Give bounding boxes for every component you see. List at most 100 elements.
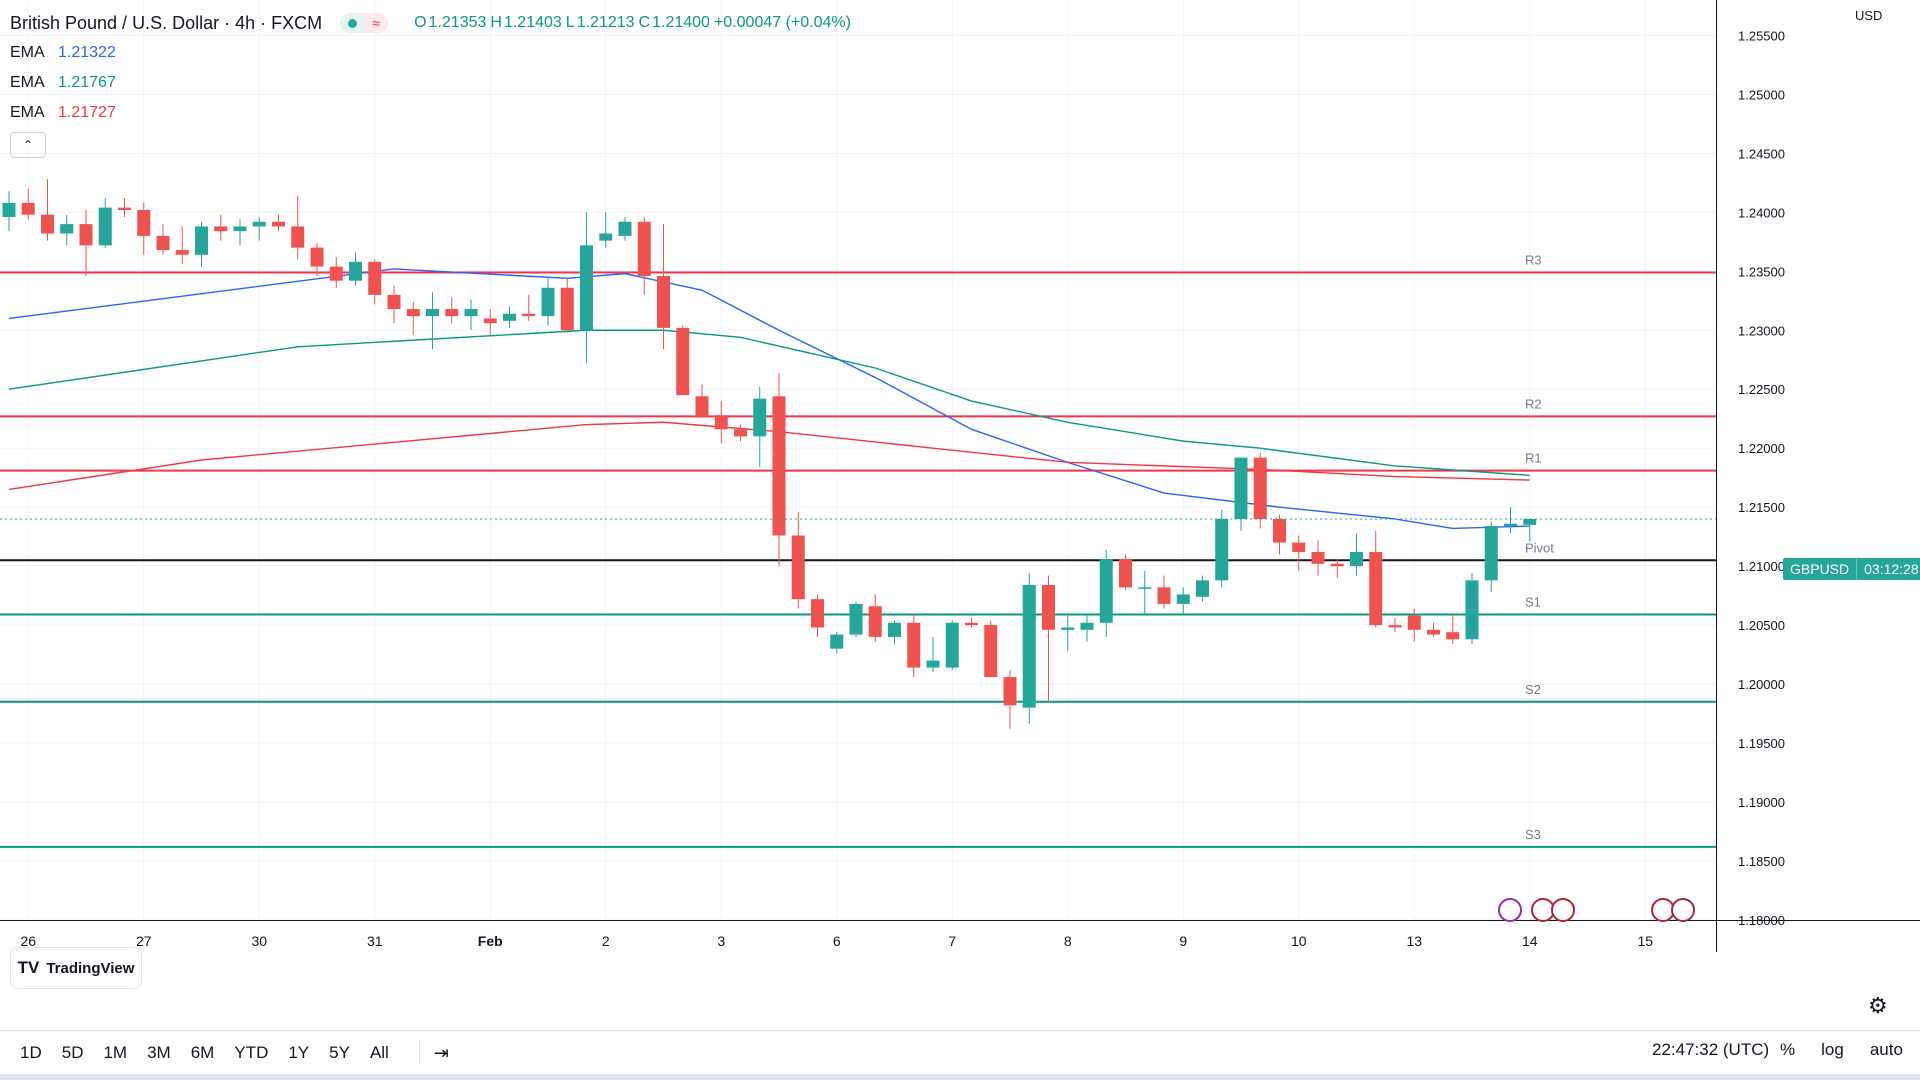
ema-label: EMA: [10, 44, 45, 61]
candle-body: [175, 250, 189, 255]
candle-body: [830, 634, 844, 649]
time-tick-label: 7: [948, 933, 956, 949]
candle-body: [714, 415, 728, 430]
range-all-button[interactable]: All: [369, 1043, 389, 1062]
candle-body: [1311, 552, 1325, 564]
ohlc-open: O 1.21353: [414, 14, 487, 31]
level-label-r3: R3: [1525, 252, 1542, 267]
range-5d-button[interactable]: 5D: [61, 1043, 84, 1062]
wave-icon[interactable]: ≈: [364, 13, 389, 33]
event-lightning-icon: [1498, 898, 1522, 922]
candle-body: [676, 327, 690, 396]
price-tick-label: 1.21000: [1738, 559, 1785, 574]
level-label-s2: S2: [1525, 682, 1541, 697]
candle-body: [926, 660, 940, 668]
auto-scale-button[interactable]: auto: [1869, 1040, 1903, 1059]
candle-body: [368, 261, 382, 295]
price-tag-symbol: GBPUSD: [1783, 558, 1857, 580]
range-5y-button[interactable]: 5Y: [329, 1043, 350, 1062]
ema-row-1[interactable]: EMA 1.21322: [10, 38, 855, 68]
candle-body: [868, 606, 882, 637]
price-tick-label: 1.19500: [1738, 736, 1785, 751]
range-1d-button[interactable]: 1D: [20, 1043, 42, 1062]
time-tick-label: 2: [602, 933, 610, 949]
time-tick-label: 27: [136, 933, 152, 949]
candle-body: [1465, 580, 1479, 640]
time-tick-label: 15: [1637, 933, 1653, 949]
price-chart[interactable]: R3 R2 R1 Pivot S1 S2 S3 1.18000 1.18500 1.19000 1.…: [0, 0, 1920, 1030]
candle-body: [1369, 552, 1383, 626]
candle-body: [406, 309, 420, 317]
candle-body: [195, 226, 208, 255]
range-3m-button[interactable]: 3M: [147, 1043, 171, 1062]
level-label-r1: R1: [1525, 451, 1542, 466]
symbol-title[interactable]: British Pound / U.S. Dollar · 4h · FXCM: [10, 12, 323, 33]
event-flag-icon: [1551, 898, 1575, 922]
candle-body: [599, 233, 613, 241]
price-tick-label: 1.24000: [1738, 205, 1785, 220]
market-status-icon[interactable]: [340, 13, 365, 33]
candle-body: [1273, 518, 1286, 543]
toolbar-separator: [418, 1041, 420, 1065]
time-tick-label: 10: [1291, 933, 1307, 949]
time-tick-label: 14: [1522, 933, 1538, 949]
candle-body: [464, 309, 478, 317]
date-range-icon[interactable]: ⇥: [433, 1042, 449, 1063]
candle-body: [580, 245, 593, 331]
candle-body: [41, 214, 54, 234]
log-scale-button[interactable]: log: [1821, 1040, 1844, 1059]
tradingview-logo[interactable]: TV TradingView: [10, 947, 142, 989]
range-1y-button[interactable]: 1Y: [288, 1043, 310, 1062]
candle-body: [753, 398, 767, 437]
ema-label: EMA: [10, 74, 45, 91]
candle-body: [98, 207, 112, 246]
candle-body: [657, 276, 670, 328]
event-flag-icon: [1651, 898, 1675, 922]
candle-body: [1176, 594, 1190, 604]
candle-body: [1407, 615, 1421, 630]
candle-body: [60, 224, 74, 234]
gear-icon[interactable]: ⚙: [1868, 993, 1888, 1018]
price-tick-label: 1.23500: [1738, 264, 1785, 279]
time-tick-label: 8: [1064, 933, 1072, 949]
utc-clock[interactable]: 22:47:32 (UTC): [1652, 1040, 1770, 1059]
collapse-legend-button[interactable]: ⌃: [10, 132, 46, 158]
time-tick-label: 3: [717, 933, 725, 949]
candle-body: [1042, 585, 1055, 630]
ema-row-3[interactable]: EMA 1.21727: [10, 98, 855, 128]
candle-body: [907, 622, 921, 668]
percent-scale-button[interactable]: %: [1780, 1040, 1796, 1059]
candle-body: [329, 266, 343, 281]
candle-body: [1350, 552, 1363, 567]
candle-body: [541, 287, 555, 317]
price-tick-label: 1.20500: [1738, 618, 1785, 633]
candle-body: [1119, 559, 1132, 588]
price-tick-label: 1.18000: [1738, 913, 1785, 928]
range-1m-button[interactable]: 1M: [103, 1043, 128, 1062]
range-6m-button[interactable]: 6M: [190, 1043, 215, 1062]
candle-body: [965, 622, 978, 626]
candle-body: [695, 396, 709, 418]
candle-body: [1157, 587, 1171, 604]
candle-body: [945, 622, 959, 668]
candle-body: [560, 287, 574, 331]
candle-body: [1427, 629, 1440, 635]
candle-body: [1080, 622, 1094, 630]
bar-countdown: 03:12:28: [1856, 558, 1920, 580]
candle-body: [1253, 457, 1267, 519]
ema-label: EMA: [10, 104, 45, 121]
candle-body: [1099, 559, 1113, 623]
currency-label[interactable]: USD: [1855, 8, 1883, 23]
candle-body: [1138, 587, 1152, 589]
level-label-s1: S1: [1525, 595, 1541, 610]
range-ytd-button[interactable]: YTD: [234, 1043, 269, 1062]
chevron-up-icon: ⌃: [22, 138, 34, 152]
ema-value: 1.21322: [58, 44, 116, 61]
candle-body: [791, 535, 805, 600]
level-label-r2: R2: [1525, 396, 1542, 411]
ema-row-2[interactable]: EMA 1.21767: [10, 68, 855, 98]
ema-value: 1.21767: [58, 74, 116, 91]
candle-body: [1523, 518, 1537, 525]
candle-body: [637, 221, 651, 276]
candle-body: [214, 226, 228, 232]
